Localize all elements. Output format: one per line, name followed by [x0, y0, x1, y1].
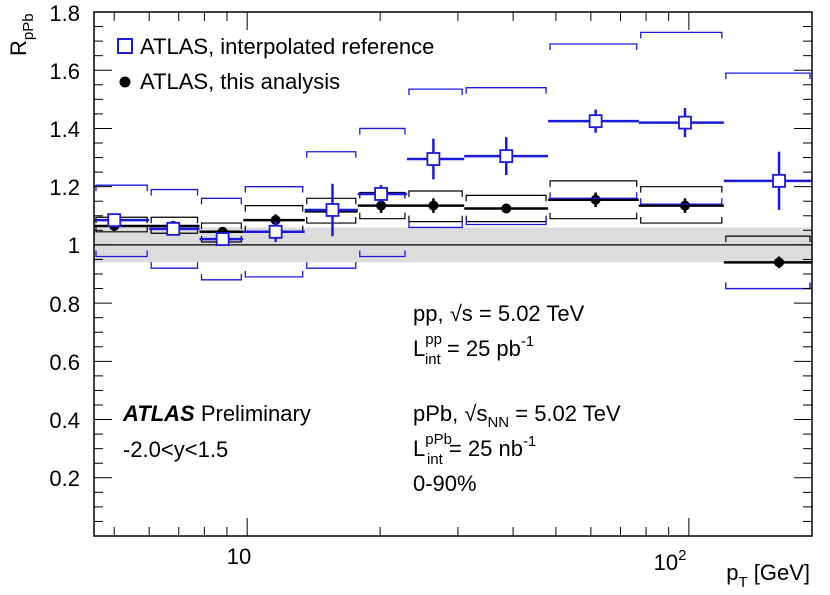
y-tick-label: 0.2 [49, 466, 80, 491]
data-point-filled-circle [428, 200, 439, 211]
sys-upper-bracket [408, 88, 463, 96]
sys-lower-bracket [408, 215, 463, 223]
data-point-filled-circle [590, 194, 601, 205]
sys-lower-bracket [95, 250, 148, 258]
sys-lower-bracket [725, 282, 811, 290]
series-layer [94, 31, 812, 290]
x-tick-100-exponent: 2 [678, 547, 686, 564]
y-tick-label: 1.4 [49, 117, 80, 142]
data-point-open-square [325, 203, 340, 217]
ppb-lumi: LpPb int = 25 nb-1 [413, 431, 536, 468]
atlas-bold: ATLAS [122, 401, 195, 426]
data-point-open-square [374, 187, 388, 201]
centrality: 0-90% [413, 471, 477, 496]
sys-upper-bracket [725, 235, 811, 243]
sys-lower-bracket [640, 198, 723, 205]
sys-lower-bracket [408, 221, 463, 229]
sys-upper-bracket [549, 43, 638, 51]
sys-lower-bracket [95, 225, 148, 233]
sqrt-sign: √ [450, 301, 463, 326]
y-tick-label: 0.8 [49, 292, 80, 317]
data-point-open-square [678, 115, 692, 130]
sys-upper-bracket [408, 190, 463, 198]
data-point-filled-circle [774, 257, 785, 268]
sys-upper-bracket [725, 72, 811, 80]
sys-lower-bracket [725, 282, 811, 290]
data-point-filled-circle [270, 215, 281, 226]
sys-upper-bracket [465, 87, 547, 94]
y-tick-label: 1 [68, 233, 80, 258]
sys-upper-bracket [359, 127, 406, 135]
data-point-open-square [166, 221, 181, 236]
ppb-annotation: pPb, √sNN = 5.02 TeV LpPb int = 25 nb-1 0… [413, 401, 621, 496]
sys-upper-bracket [306, 151, 357, 158]
plot-frame [93, 11, 813, 537]
sys-lower-bracket [465, 215, 547, 223]
y-tick-label: 1.8 [49, 1, 80, 26]
sys-upper-bracket [549, 180, 638, 187]
data-point-filled-circle [679, 200, 690, 211]
data-point-filled-circle [376, 200, 387, 211]
sys-lower-bracket [640, 217, 723, 224]
sys-upper-bracket [640, 186, 723, 193]
sys-upper-bracket [640, 31, 723, 39]
sys-upper-bracket [465, 194, 547, 202]
sys-lower-bracket [200, 273, 242, 281]
sys-lower-bracket [244, 270, 304, 278]
legend-open-square-marker [117, 38, 133, 54]
legend-entry-analysis: ATLAS, this analysis [140, 69, 340, 94]
legend-filled-circle-marker [119, 76, 131, 88]
sys-upper-bracket [200, 197, 242, 205]
y-axis-label-sub: pPb [20, 13, 37, 40]
x-tick-100-base: 10 [654, 550, 678, 575]
x-axis-label: pT [GeV] [726, 560, 810, 591]
sys-lower-bracket [306, 262, 357, 269]
sys-upper-bracket [150, 216, 199, 224]
x-axis-label-sub: T [738, 574, 747, 591]
sys-upper-bracket [244, 186, 304, 193]
data-point-open-square [215, 232, 230, 246]
data-point-open-square [772, 173, 786, 188]
sys-lower-bracket [150, 262, 199, 269]
data-point-open-square [107, 213, 122, 228]
y-tick-label: 0.6 [49, 350, 80, 375]
data-point-open-square [426, 152, 441, 166]
y-tick-label: 1.6 [49, 59, 80, 84]
x-axis-label-unit: [GeV] [748, 560, 810, 585]
x-axis-label-p: p [726, 560, 738, 585]
pp-annotation: pp, √s = 5.02 TeV Lpp int = 25 pb-1 [413, 301, 585, 368]
sys-upper-bracket [150, 188, 199, 196]
sys-lower-bracket [549, 192, 638, 199]
ppb-energy: pPb, √sNN = 5.02 TeV [413, 401, 621, 431]
rapidity-range: -2.0<y<1.5 [123, 437, 228, 462]
pp-energy: pp, √s = 5.02 TeV [413, 301, 585, 326]
x-tick-label-100: 102 [654, 547, 687, 575]
sys-lower-bracket [359, 212, 406, 220]
y-tick-label: 0.4 [49, 408, 80, 433]
data-point-open-square [499, 149, 514, 164]
x-tick-label-10: 10 [227, 544, 251, 569]
data-point-open-square [268, 224, 283, 239]
data-point-filled-circle [501, 203, 512, 214]
y-tick-label: 1.2 [49, 175, 80, 200]
legend: ATLAS, interpolated reference ATLAS, thi… [117, 34, 434, 94]
sys-lower-bracket [465, 218, 547, 226]
pp-lumi: Lpp int = 25 pb-1 [413, 331, 534, 368]
data-point-open-square [588, 114, 603, 129]
sys-upper-bracket [244, 204, 304, 212]
sys-upper-bracket [200, 222, 242, 230]
sys-lower-bracket [359, 250, 406, 258]
sys-lower-bracket [549, 212, 638, 220]
sys-upper-bracket [95, 184, 148, 192]
y-tick-labels: 0.2 0.4 0.6 0.8 1 1.2 1.4 1.6 1.8 [49, 1, 80, 491]
sqrt-sign: √ [464, 401, 477, 426]
y-axis-label: RpPb [6, 13, 37, 56]
y-axis-label-r: R [6, 40, 31, 56]
legend-entry-reference: ATLAS, interpolated reference [140, 34, 434, 59]
series-reference [94, 31, 812, 290]
atlas-preliminary-label: ATLAS Preliminary [122, 401, 311, 426]
pp-sqrt-s: s [462, 301, 473, 326]
